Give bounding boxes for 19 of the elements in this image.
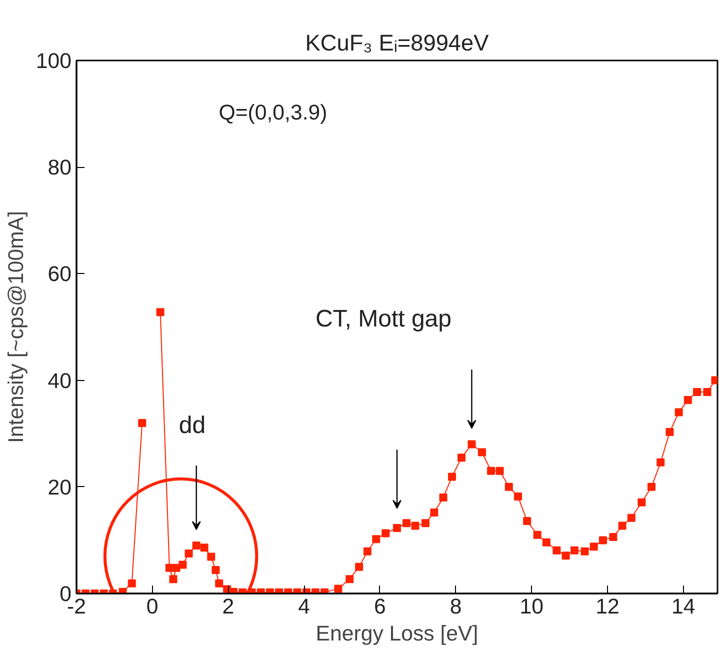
annotation: dd bbox=[178, 412, 206, 439]
annotation: Q=(0,0,3.9) bbox=[218, 100, 328, 124]
y-tick-label: 40 bbox=[48, 368, 72, 393]
chart-title: KCuF₃ Eᵢ=8994eV bbox=[305, 30, 490, 56]
y-tick-label: 100 bbox=[36, 49, 72, 73]
y-tick-label: 60 bbox=[48, 262, 72, 286]
x-axis-title: Energy Loss [eV] bbox=[316, 622, 478, 646]
x-tick-label: 8 bbox=[450, 594, 462, 618]
x-tick-label: 10 bbox=[520, 594, 544, 618]
x-tick-label: 12 bbox=[596, 594, 620, 618]
x-tick-label: 4 bbox=[298, 594, 310, 618]
x-tick-label: 0 bbox=[146, 594, 158, 618]
y-axis-title: Intensity [~cps@100mA] bbox=[4, 210, 28, 444]
x-tick-label: 2 bbox=[222, 594, 234, 618]
annotation: CT, Mott gap bbox=[315, 305, 452, 332]
x-tick-label: 6 bbox=[374, 594, 386, 618]
x-tick-label: 14 bbox=[672, 594, 696, 618]
y-tick-label: 80 bbox=[48, 156, 72, 180]
y-tick-label: 20 bbox=[48, 475, 72, 500]
